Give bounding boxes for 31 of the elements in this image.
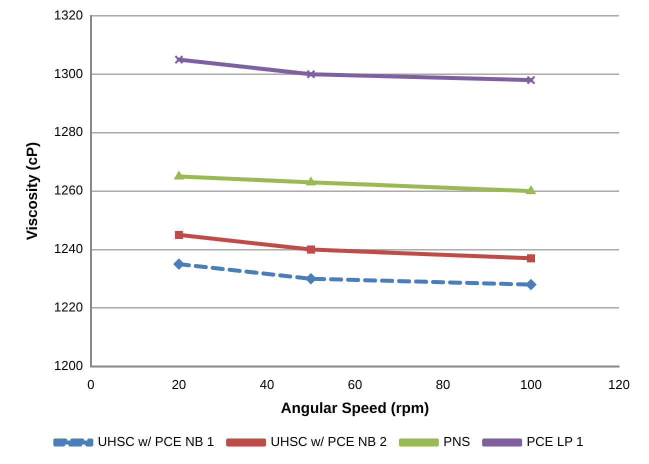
legend-label: UHSC w/ PCE NB 2 <box>270 434 387 450</box>
x-tick-label: 0 <box>87 376 95 392</box>
y-tick-label: 1260 <box>54 182 83 198</box>
x-tick-label: 20 <box>172 376 186 392</box>
y-tick-label: 1300 <box>54 66 83 81</box>
legend-label: PCE LP 1 <box>526 434 584 450</box>
legend-label: PNS <box>443 434 470 450</box>
y-tick-label: 1240 <box>54 241 83 256</box>
point <box>306 246 315 254</box>
x-axis-title: Angular Speed (rpm) <box>280 400 430 418</box>
x-tick-label: 120 <box>608 376 630 392</box>
point <box>174 55 184 64</box>
x-tick-label: 60 <box>348 376 362 392</box>
point <box>174 170 184 180</box>
point <box>526 254 536 262</box>
point <box>306 176 316 186</box>
y-axis-title: Viscosity (cP) <box>24 142 42 240</box>
point <box>305 273 316 284</box>
y-tick-label: 1200 <box>54 358 83 373</box>
x-tick-label: 100 <box>520 376 542 392</box>
point <box>306 70 316 79</box>
point <box>174 230 183 239</box>
x-tick-label: 40 <box>260 376 274 392</box>
y-tick-label: 1220 <box>54 300 83 315</box>
point <box>526 186 536 194</box>
y-tick-label: 1320 <box>54 7 83 22</box>
x-tick-label: 80 <box>436 376 450 392</box>
legend-label: UHSC w/ PCE NB 1 <box>98 434 214 450</box>
point <box>173 258 184 270</box>
y-tick-label: 1280 <box>54 124 83 140</box>
point <box>526 76 536 85</box>
